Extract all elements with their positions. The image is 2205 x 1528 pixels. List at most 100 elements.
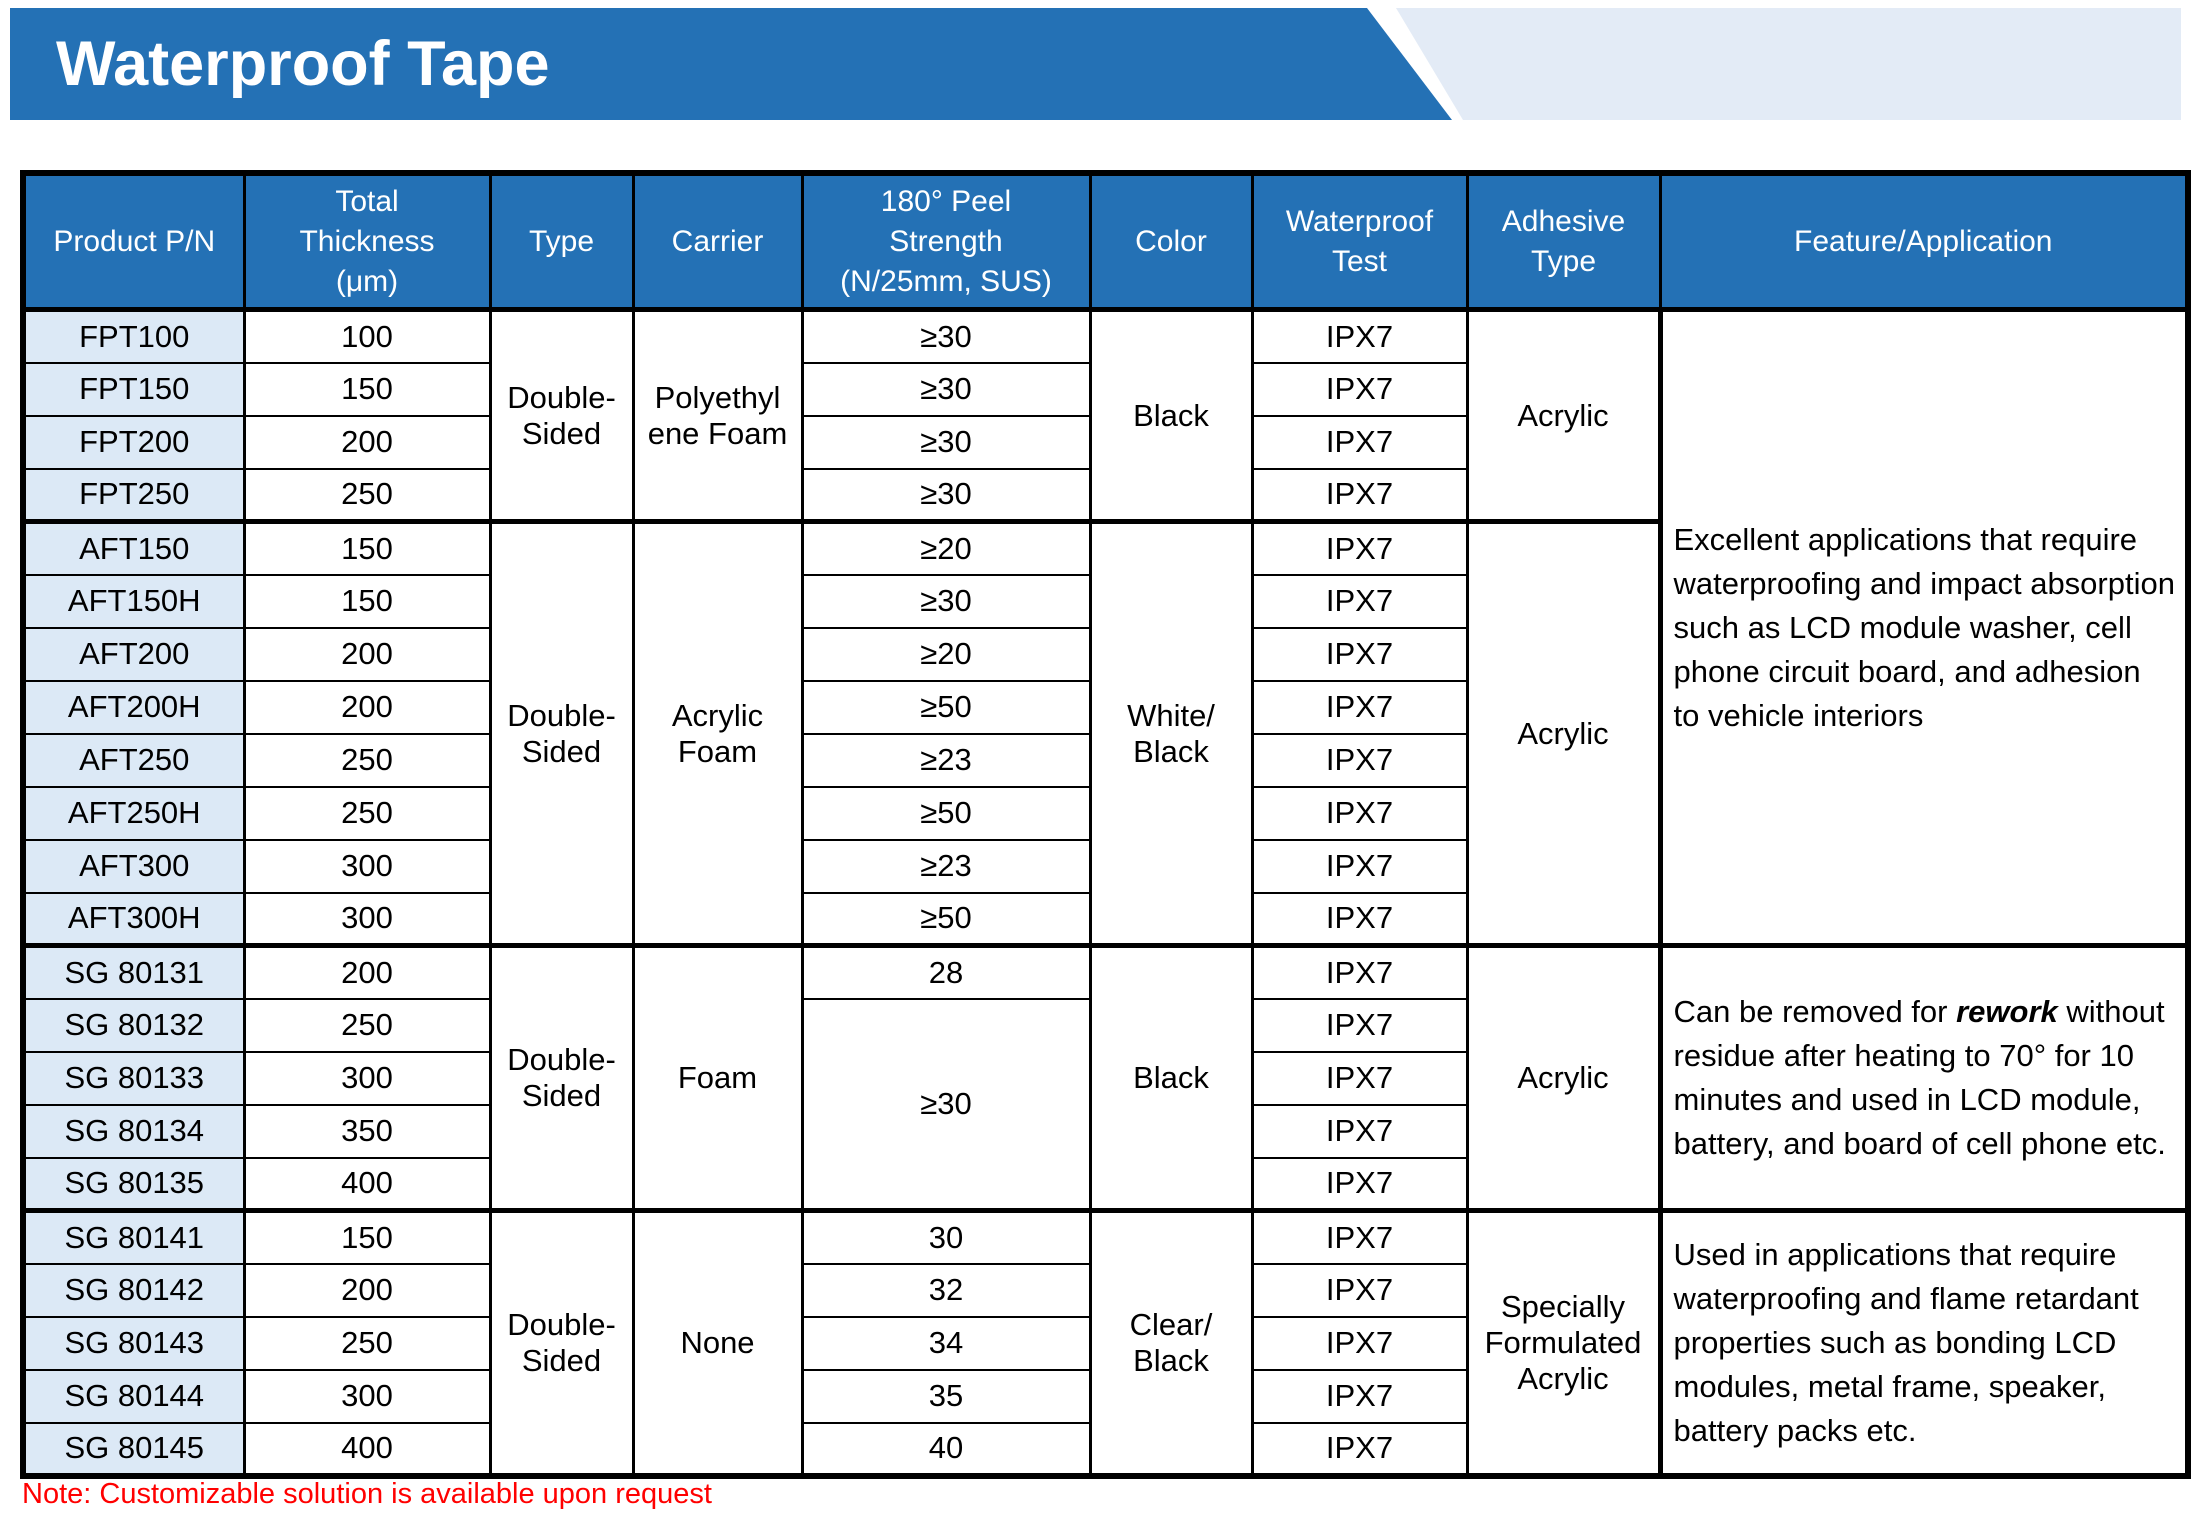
feature-text-emphasis: rework: [1956, 994, 2058, 1029]
test-cell: IPX7: [1250, 1368, 1469, 1424]
table-row: SG 80143 250 34 IPX7: [21, 1315, 2188, 1371]
thickness-cell: 150: [242, 1208, 492, 1265]
peel-cell: ≥23: [800, 838, 1092, 894]
table-row: AFT150H 150 ≥30 IPX7: [21, 573, 2188, 629]
header-row: Product P/N Total Thickness (μm) Type Ca…: [21, 172, 2190, 312]
thickness-cell: 400: [242, 1421, 492, 1477]
feature-text: Used in applications that require waterp…: [1673, 1236, 2139, 1448]
test-cell: IPX7: [1250, 997, 1469, 1053]
thickness-cell: 200: [242, 1262, 492, 1318]
pn-cell: AFT150: [21, 519, 246, 576]
table-row: FPT100 100 Double- Sided Polyethyl ene F…: [21, 308, 2190, 947]
col-header-color: Color: [1088, 172, 1254, 312]
thickness-cell: 250: [242, 467, 492, 523]
adhesive-cell: Acrylic: [1465, 943, 1662, 1212]
test-cell: IPX7: [1250, 361, 1469, 417]
thickness-cell: 150: [242, 519, 492, 576]
table-row: AFT300H 300 ≥50 IPX7: [21, 891, 2188, 947]
pn-cell: AFT300: [21, 838, 246, 894]
pn-cell: SG 80135: [21, 1156, 246, 1212]
pn-cell: AFT200H: [21, 679, 246, 735]
peel-cell: ≥20: [800, 626, 1092, 682]
pn-cell: SG 80133: [21, 1050, 246, 1106]
test-cell: IPX7: [1250, 943, 1469, 1000]
peel-cell: ≥30: [800, 308, 1092, 364]
pn-cell: AFT150H: [21, 573, 246, 629]
carrier-cell: Polyethyl ene Foam: [631, 308, 804, 523]
peel-cell: ≥50: [800, 891, 1092, 947]
thickness-cell: 150: [242, 573, 492, 629]
pn-cell: SG 80144: [21, 1368, 246, 1424]
table-row: SG 80132 250 ≥30 IPX7: [21, 997, 2188, 1212]
table-row: AFT200H 200 ≥50 IPX7: [21, 679, 2188, 735]
color-cell: Clear/ Black: [1088, 1208, 1254, 1477]
carrier-cell: Foam: [631, 943, 804, 1212]
feature-text: without residue after heating to 70° for…: [1673, 994, 2166, 1161]
pn-cell: FPT200: [21, 414, 246, 470]
table-row: SG 80134 350 IPX7: [21, 1103, 2188, 1159]
carrier-cell: None: [631, 1208, 804, 1477]
col-header-peel-strength: 180° Peel Strength (N/25mm, SUS): [800, 172, 1092, 312]
thickness-cell: 300: [242, 1050, 492, 1106]
table-row: SG 80141 150 Double- Sided None 30 Clear…: [21, 1208, 2190, 1477]
thickness-cell: 250: [242, 732, 492, 788]
type-cell: Double- Sided: [488, 1208, 635, 1477]
test-cell: IPX7: [1250, 1050, 1469, 1106]
pn-cell: AFT200: [21, 626, 246, 682]
adhesive-cell: Acrylic: [1465, 308, 1662, 523]
thickness-cell: 250: [242, 1315, 492, 1371]
pn-cell: SG 80141: [21, 1208, 246, 1265]
thickness-cell: 150: [242, 361, 492, 417]
test-cell: IPX7: [1250, 626, 1469, 682]
thickness-cell: 200: [242, 679, 492, 735]
banner-blue-shape: [10, 8, 1452, 120]
feature-cell: Excellent applications that require wate…: [1657, 308, 2190, 947]
peel-cell: 32: [800, 1262, 1092, 1318]
table-row: AFT250H 250 ≥50 IPX7: [21, 785, 2188, 841]
thickness-cell: 100: [242, 308, 492, 364]
test-cell: IPX7: [1250, 732, 1469, 788]
table-row: FPT150 150 ≥30 IPX7: [21, 361, 2188, 417]
table-row: AFT200 200 ≥20 IPX7: [21, 626, 2188, 682]
pn-cell: AFT300H: [21, 891, 246, 947]
table-row: SG 80142 200 32 IPX7: [21, 1262, 2188, 1318]
peel-cell: ≥50: [800, 679, 1092, 735]
banner-light-band-shape: [1396, 8, 2181, 120]
thickness-cell: 200: [242, 943, 492, 1000]
col-header-adhesive-type: Adhesive Type: [1465, 172, 1662, 312]
footnote: Note: Customizable solution is available…: [22, 1478, 712, 1510]
feature-text: Excellent applications that require wate…: [1673, 521, 2175, 733]
peel-cell: ≥30: [800, 573, 1092, 629]
waterproof-tape-table-container: Product P/N Total Thickness (μm) Type Ca…: [20, 170, 2191, 1479]
thickness-cell: 300: [242, 891, 492, 947]
table-row: AFT150 150 Double- Sided Acrylic Foam ≥2…: [21, 519, 2188, 947]
thickness-cell: 200: [242, 626, 492, 682]
peel-cell: ≥30: [800, 361, 1092, 417]
pn-cell: SG 80143: [21, 1315, 246, 1371]
table-row: FPT200 200 ≥30 IPX7: [21, 414, 2188, 470]
col-header-type: Type: [488, 172, 635, 312]
pn-cell: FPT100: [21, 308, 246, 364]
test-cell: IPX7: [1250, 1156, 1469, 1212]
page-title: Waterproof Tape: [56, 29, 550, 99]
pn-cell: SG 80134: [21, 1103, 246, 1159]
col-header-feature-application: Feature/Application: [1658, 172, 2190, 312]
peel-cell: 30: [800, 1208, 1092, 1265]
peel-cell: 28: [800, 943, 1092, 1000]
feature-cell: Can be removed for rework without residu…: [1657, 943, 2190, 1212]
color-cell: White/ Black: [1088, 519, 1254, 947]
peel-cell: ≥30: [800, 997, 1092, 1212]
thickness-cell: 250: [242, 997, 492, 1053]
peel-cell: ≥23: [800, 732, 1092, 788]
table-row: SG 80145 400 40 IPX7: [21, 1421, 2188, 1477]
table-row: SG 80131 200 Double- Sided Foam 28 Black…: [21, 943, 2190, 1212]
thickness-cell: 250: [242, 785, 492, 841]
test-cell: IPX7: [1250, 467, 1469, 523]
col-header-carrier: Carrier: [631, 172, 804, 312]
col-header-product-pn: Product P/N: [21, 172, 246, 312]
test-cell: IPX7: [1250, 785, 1469, 841]
test-cell: IPX7: [1250, 1421, 1469, 1477]
test-cell: IPX7: [1250, 838, 1469, 894]
table-row: SG 80133 300 IPX7: [21, 1050, 2188, 1106]
peel-cell: ≥20: [800, 519, 1092, 576]
